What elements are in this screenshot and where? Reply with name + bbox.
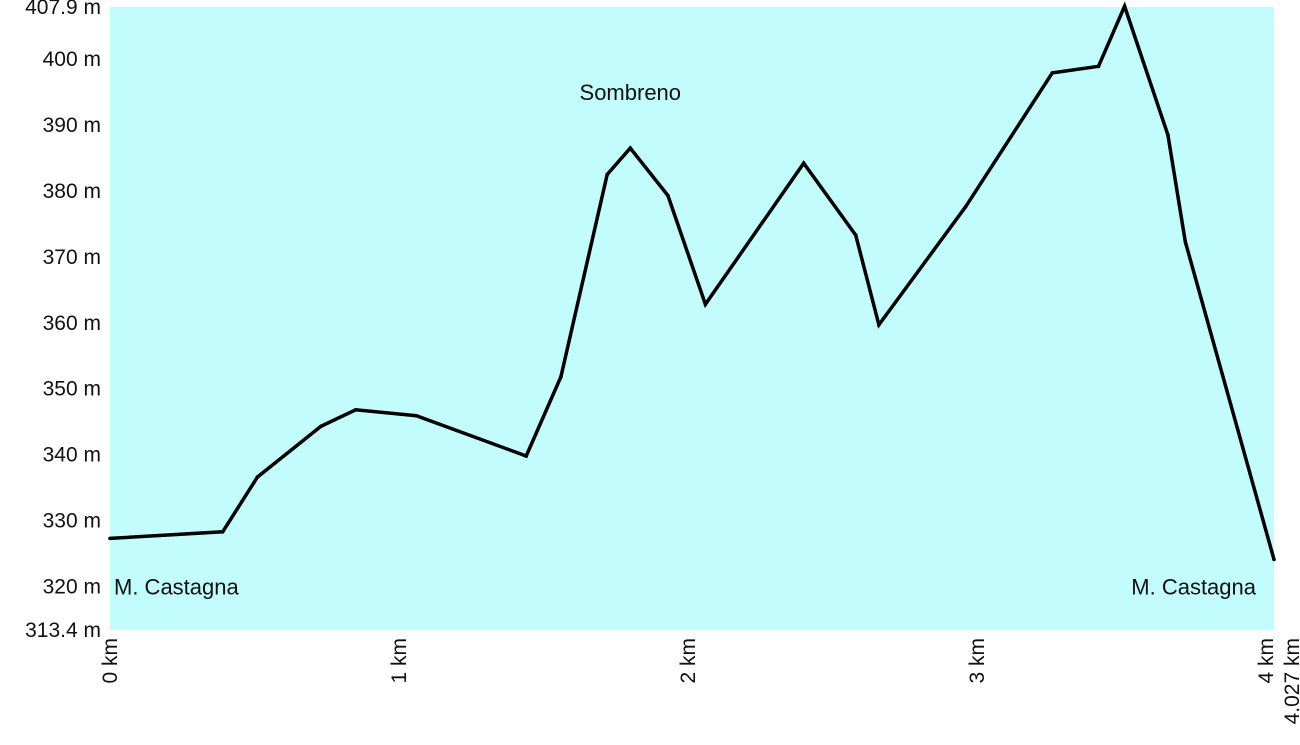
place-label: M. Castagna [114, 574, 239, 599]
y-axis: 313.4 m 320 m 330 m 340 m 350 m 360 m 370 m 380… [25, 0, 101, 642]
place-labels: M. Castagna Sombreno Roccolo M. Castagna [114, 0, 1257, 599]
x-tick-label: 1 km [388, 638, 411, 684]
y-tick-label: 390 m [43, 114, 101, 137]
elevation-point [1096, 64, 1101, 69]
elevation-point [1272, 557, 1276, 562]
y-tick-label: 320 m [43, 575, 101, 598]
place-label: Sombreno [580, 80, 682, 105]
place-label: M. Castagna [1131, 574, 1256, 599]
x-axis: 0 km 1 km 2 km 3 km 4 km4.027 km [99, 638, 1300, 724]
elevation-point [255, 475, 260, 479]
elevation-point [1122, 4, 1127, 9]
x-tick-label: 3 km [966, 638, 989, 684]
elevation-point [853, 233, 858, 237]
elevation-point [559, 375, 563, 379]
y-tick-label: 313.4 m [25, 619, 101, 642]
elevation-point [801, 161, 806, 166]
y-tick-label: 360 m [43, 312, 101, 335]
elevation-point [1166, 133, 1170, 137]
elevation-point [1183, 239, 1188, 244]
y-tick-label: 400 m [43, 48, 101, 71]
elevation-line [109, 1, 1276, 560]
x-tick-label: 2 km [677, 638, 700, 684]
elevation-point [666, 193, 670, 198]
elevation-point [877, 322, 881, 327]
y-tick-label: 370 m [43, 246, 101, 269]
y-tick-label: 340 m [43, 444, 101, 467]
x-tick-label: 4.027 km [1281, 638, 1300, 724]
elevation-point [524, 454, 529, 458]
plot-area [110, 7, 1274, 630]
elevation-point [108, 536, 112, 541]
elevation-point [414, 413, 419, 418]
y-tick-label: 407.9 m [25, 0, 101, 19]
elevation-point [1050, 71, 1055, 75]
elevation-point [605, 172, 609, 177]
elevation-point [319, 424, 323, 429]
x-tick-label: 0 km [99, 638, 122, 684]
elevation-point [703, 302, 708, 307]
elevation-point [963, 204, 968, 209]
elevation-point [353, 408, 358, 412]
y-tick-label: 350 m [43, 378, 101, 401]
elevation-point [220, 529, 225, 534]
elevation-points [108, 4, 1276, 562]
y-tick-label: 380 m [43, 180, 101, 203]
elevation-point [628, 146, 633, 150]
place-label: Roccolo [1024, 0, 1103, 3]
y-tick-label: 330 m [43, 510, 101, 533]
x-tick-label: 4 km [1255, 638, 1278, 684]
